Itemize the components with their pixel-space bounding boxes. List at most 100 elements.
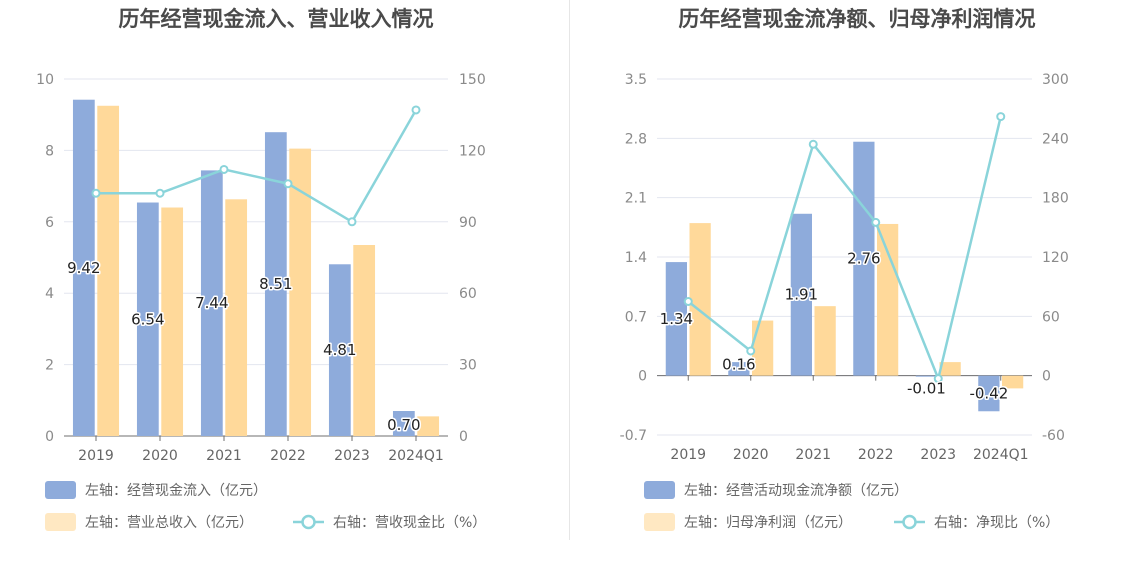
chart0-left-tick-label: 6 — [45, 215, 54, 231]
chart0-left-tick-label: 4 — [45, 286, 54, 302]
chart0-bar-primary — [328, 264, 351, 436]
chart1-category-label: 2023 — [920, 447, 956, 463]
chart0-legend-swatch-point — [301, 514, 316, 530]
chart0-category-label: 2022 — [270, 448, 306, 464]
chart0-right-tick-label: 60 — [459, 286, 477, 302]
chart0-bar-primary — [136, 202, 159, 436]
chart0-bar-secondary — [289, 148, 312, 437]
chart0-legend-swatch — [45, 481, 76, 499]
chart1-right-tick-label: 240 — [1042, 131, 1069, 147]
chart0-ratio-point — [91, 188, 101, 198]
chart1-category-label: 2019 — [670, 447, 706, 463]
chart1-right-tick-label: 300 — [1042, 72, 1069, 88]
chart0-data-label: 6.54 — [131, 310, 164, 328]
left-chart-panel: 历年经营现金流入、营业收入情况 0 0 2 30 4 60 6 90 8 120 10 150 2019 2… — [0, 0, 567, 582]
chart1-bar-primary — [915, 375, 937, 377]
chart1-ratio-point — [808, 139, 818, 149]
chart0-bar-secondary — [161, 207, 184, 436]
chart1-legend-label: 左轴：归母净利润（亿元） — [684, 514, 852, 531]
chart1-left-tick-label: 0 — [638, 369, 647, 385]
chart0-data-label: 4.81 — [323, 341, 356, 359]
chart1-data-label: -0.01 — [907, 380, 946, 398]
chart1-bar-secondary — [752, 320, 774, 376]
chart1-bar-primary — [728, 362, 750, 376]
chart1-bar-primary — [978, 375, 1000, 412]
chart0-legend-label: 右轴：营收现金比（%） — [333, 515, 486, 531]
chart0-data-label: 0.70 — [387, 416, 420, 434]
chart0-legend-swatch — [45, 513, 76, 531]
chart0-right-tick-label: 90 — [459, 215, 477, 231]
chart1-left-tick-label: -0.7 — [620, 428, 647, 444]
chart1-category-label: 2020 — [733, 447, 769, 463]
chart1-bar-secondary — [814, 306, 836, 376]
chart1-bar-secondary — [939, 362, 961, 376]
chart0-bar-primary — [392, 411, 415, 436]
chart1-ratio-point — [933, 374, 943, 384]
chart1-left-tick-label: 0.7 — [625, 309, 647, 325]
chart1-right-tick-label: -60 — [1042, 428, 1065, 444]
chart1-bar-primary — [790, 213, 812, 376]
chart0-bar-primary — [200, 170, 223, 436]
right-chart-panel: 历年经营现金流净额、归母净利润情况 -0.7 -60 0 0 0.7 60 1.4 120 2.1… — [567, 0, 1134, 582]
chart1-right-tick-label: 120 — [1042, 250, 1069, 266]
chart1-data-label: 1.34 — [660, 310, 693, 328]
chart0-left-tick-label: 0 — [45, 429, 54, 445]
chart1-data-label: -0.42 — [969, 384, 1008, 402]
chart1-ratio-line — [687, 116, 1002, 383]
chart0-ratio-point — [283, 179, 293, 189]
chart0-data-label: 8.51 — [259, 275, 292, 293]
chart1-ratio-point — [683, 297, 693, 306]
chart1-right-tick-label: 0 — [1042, 369, 1051, 385]
chart0-bar-secondary — [417, 416, 440, 436]
chart1-bar-secondary — [689, 223, 711, 376]
chart0-ratio-point — [219, 164, 229, 174]
chart1-legend-label: 右轴：净现比（%） — [934, 515, 1059, 531]
chart0-ratio-line — [96, 109, 418, 224]
chart0-ratio-point — [411, 105, 421, 115]
chart0-bar-primary — [264, 132, 287, 436]
chart1-left-tick-label: 3.5 — [625, 72, 647, 88]
chart1-legend-swatch — [644, 481, 675, 499]
chart1-legend-swatch — [644, 513, 675, 531]
chart0-title: 历年经营现金流入、营业收入情况 — [119, 7, 434, 31]
chart0-left-tick-label: 8 — [45, 143, 54, 159]
chart0-data-label: 9.42 — [67, 259, 100, 277]
chart0-category-label: 2021 — [206, 448, 242, 464]
chart1-right-tick-label: 180 — [1042, 191, 1069, 207]
chart1-legend-swatch-point — [902, 514, 917, 530]
panel-divider — [569, 0, 570, 540]
chart0-bar-secondary — [97, 105, 120, 437]
chart0-ratio-point — [347, 217, 357, 227]
chart1-category-label: 2022 — [858, 447, 894, 463]
chart1-ratio-point — [996, 112, 1006, 122]
chart0-right-tick-label: 120 — [459, 143, 486, 159]
chart0-legend-label: 左轴：经营现金流入（亿元） — [85, 483, 267, 499]
chart1-category-label: 2021 — [795, 447, 831, 463]
chart1-data-label: 1.91 — [785, 286, 818, 304]
chart1-left-tick-label: 2.8 — [625, 131, 647, 147]
chart0-left-tick-label: 2 — [45, 358, 54, 374]
chart0-legend-label: 左轴：营业总收入（亿元） — [85, 515, 253, 531]
chart0-left-tick-label: 10 — [36, 72, 54, 88]
chart0-bar-primary — [72, 99, 95, 437]
chart1-ratio-point — [746, 346, 756, 356]
chart1-bar-primary — [665, 262, 687, 376]
left-chart: 历年经营现金流入、营业收入情况 0 0 2 30 4 60 6 90 8 120 10 150 2019 2… — [36, 7, 486, 531]
chart0-right-tick-label: 0 — [459, 429, 468, 445]
chart1-left-tick-label: 1.4 — [625, 250, 647, 266]
chart0-bar-secondary — [225, 199, 248, 436]
chart1-data-label: 0.16 — [722, 356, 755, 374]
chart0-category-label: 2019 — [78, 448, 114, 464]
chart0-right-tick-label: 30 — [459, 358, 477, 374]
chart0-category-label: 2020 — [142, 448, 178, 464]
right-chart: 历年经营现金流净额、归母净利润情况 -0.7 -60 0 0 0.7 60 1.4 120 2.1… — [620, 7, 1069, 531]
chart1-bar-secondary — [877, 223, 899, 376]
chart1-bar-secondary — [1002, 375, 1024, 389]
chart0-ratio-point — [155, 188, 165, 198]
chart1-category-label: 2024Q1 — [973, 447, 1029, 463]
chart1-data-label: 2.76 — [847, 250, 880, 268]
chart0-data-label: 7.44 — [195, 294, 228, 312]
chart1-title: 历年经营现金流净额、归母净利润情况 — [679, 7, 1036, 31]
chart0-category-label: 2023 — [334, 448, 370, 464]
chart0-bar-secondary — [353, 245, 376, 436]
